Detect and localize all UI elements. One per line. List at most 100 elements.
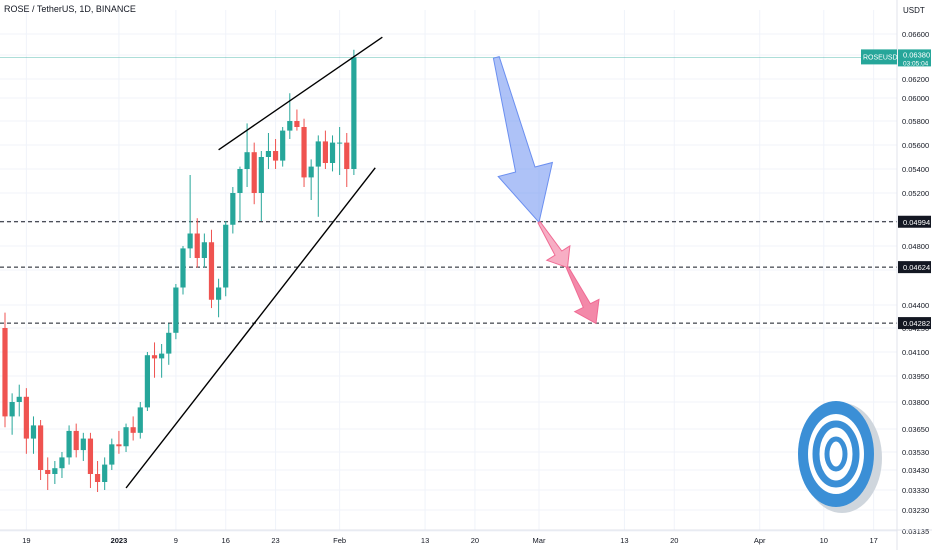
y-tick-label: 0.04800 (902, 242, 929, 251)
candle-up[interactable] (173, 287, 179, 333)
candle-up[interactable] (16, 396, 22, 402)
y-tick-label: 0.03800 (902, 398, 929, 407)
level-price-label: 0.04282 (903, 319, 930, 328)
candle-down[interactable] (151, 355, 158, 359)
candle-up[interactable] (9, 402, 15, 417)
candle-up[interactable] (144, 355, 150, 408)
symbol-tag (861, 49, 897, 65)
candle-down[interactable] (251, 152, 257, 193)
candle-up[interactable] (80, 438, 86, 451)
candle-up[interactable] (223, 224, 229, 288)
candle-down[interactable] (344, 142, 350, 169)
rose-logo-center-icon (824, 436, 848, 472)
y-tick-label: 0.03230 (902, 506, 929, 515)
x-tick-label: Feb (333, 536, 346, 545)
x-tick-label: 20 (471, 536, 479, 545)
y-tick-label: 0.06000 (902, 94, 929, 103)
candle-up[interactable] (280, 130, 286, 161)
candle-down[interactable] (272, 151, 279, 161)
x-tick-label: Mar (533, 536, 546, 545)
candle-up[interactable] (287, 121, 293, 131)
candle-down[interactable] (2, 328, 8, 417)
x-tick-label: 23 (271, 536, 279, 545)
x-tick-label: Apr (754, 536, 766, 545)
axis-unit-label: USDT (903, 6, 925, 15)
rose-logo-core-icon (812, 420, 860, 488)
x-tick-label: 2023 (111, 536, 128, 545)
candle-up[interactable] (329, 142, 336, 163)
x-tick-label: 17 (869, 536, 877, 545)
y-tick-label: 0.03530 (902, 448, 929, 457)
y-tick-label: 0.03135 (902, 527, 929, 536)
candle-down[interactable] (294, 121, 300, 127)
projection-arrow[interactable] (492, 55, 554, 224)
candle-up[interactable] (66, 430, 72, 458)
candle-up[interactable] (230, 193, 236, 225)
level-price-tag (898, 215, 931, 228)
candle-up[interactable] (109, 444, 115, 465)
candle-up[interactable] (237, 169, 243, 193)
candle-up[interactable] (315, 141, 321, 167)
y-tick-label: 0.06600 (902, 30, 929, 39)
candle-down[interactable] (116, 444, 122, 447)
candle-up[interactable] (201, 242, 207, 258)
trendline[interactable] (218, 36, 383, 151)
x-tick-label: 13 (620, 536, 628, 545)
y-tick-label: 0.05800 (902, 117, 929, 126)
candle-down[interactable] (208, 242, 215, 300)
price-axis[interactable] (897, 0, 932, 550)
y-tick-label: 0.03950 (902, 372, 929, 381)
candle-up[interactable] (59, 457, 65, 469)
y-tick-label: 0.04400 (902, 301, 929, 310)
candle-up[interactable] (159, 353, 165, 359)
y-tick-label: 0.05200 (902, 189, 929, 198)
level-price-tag (898, 317, 931, 330)
candle-up[interactable] (30, 425, 37, 439)
x-tick-label: 13 (421, 536, 429, 545)
bar-countdown-label: 03:05:04 (903, 60, 929, 67)
y-tick-label: 0.03430 (902, 466, 929, 475)
symbol-header[interactable]: ROSE / TetherUS, 1D, BINANCE (4, 4, 136, 14)
x-tick-label: 19 (22, 536, 30, 545)
projection-arrow[interactable] (537, 220, 571, 269)
candle-up[interactable] (187, 233, 193, 249)
level-price-tag (898, 261, 931, 274)
candle-down[interactable] (322, 141, 328, 163)
candle-up[interactable] (351, 57, 357, 169)
trendline[interactable] (125, 167, 376, 489)
level-price-label: 0.04994 (903, 218, 930, 227)
y-tick-label: 0.04100 (902, 348, 929, 357)
candle-up[interactable] (123, 427, 129, 447)
candle-down[interactable] (194, 233, 200, 259)
symbol-tag-label: ROSEUSDT (863, 54, 903, 61)
candle-up[interactable] (244, 152, 250, 169)
candle-down[interactable] (87, 438, 94, 474)
last-price-tag (898, 49, 931, 67)
x-tick-label: 10 (820, 536, 828, 545)
candle-up[interactable] (166, 332, 172, 354)
candle-up[interactable] (216, 287, 222, 300)
candle-down[interactable] (38, 425, 44, 470)
candle-up[interactable] (137, 407, 143, 433)
candle-up[interactable] (308, 166, 314, 178)
candle-up[interactable] (102, 464, 108, 482)
candle-down[interactable] (130, 427, 136, 433)
candle-down[interactable] (301, 127, 307, 178)
candle-down[interactable] (94, 474, 101, 482)
candle-down[interactable] (73, 430, 79, 451)
y-tick-label: 0.03650 (902, 425, 929, 434)
candle-up[interactable] (337, 142, 343, 144)
candle-down[interactable] (23, 396, 29, 439)
level-price-label: 0.04624 (903, 263, 930, 272)
candle-up[interactable] (265, 151, 272, 157)
projection-arrow[interactable] (565, 266, 600, 325)
candle-up[interactable] (258, 157, 264, 193)
candle-down[interactable] (45, 470, 51, 474)
x-tick-label: 20 (670, 536, 678, 545)
candle-up[interactable] (180, 248, 186, 288)
y-tick-label: 0.05400 (902, 165, 929, 174)
x-tick-label: 9 (174, 536, 178, 545)
candle-up[interactable] (52, 468, 58, 474)
